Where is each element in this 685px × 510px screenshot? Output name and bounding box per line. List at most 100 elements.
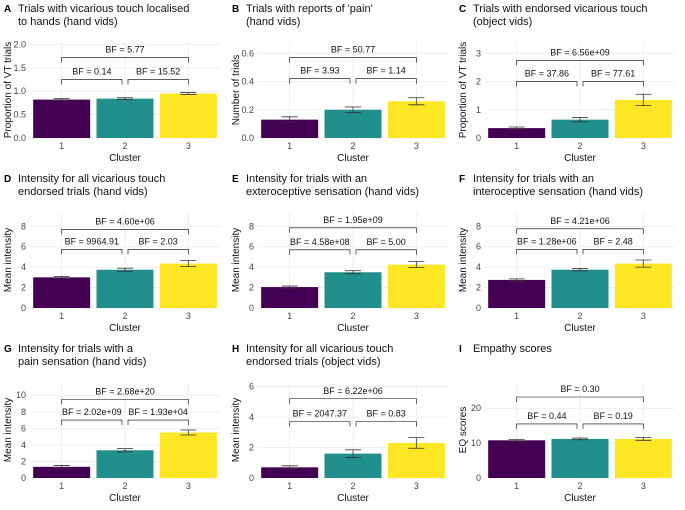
bf-bracket-1-3-line [61, 229, 189, 235]
error-bar-cluster-2 [117, 267, 133, 272]
y-tick-label: 10 [471, 438, 481, 448]
panel-c: C Trials with endorsed vicarious touch(ob… [458, 3, 675, 164]
error-bar-cluster-3 [408, 437, 425, 449]
bf-bracket-2-3: BF = 15.52 [127, 66, 189, 85]
x-axis-label: Cluster [109, 323, 141, 334]
x-tick-label: 2 [122, 481, 127, 491]
bf-bracket-1-2-line [289, 421, 351, 427]
y-tick-label: 0 [21, 473, 26, 483]
y-axis-label: Mean intensity [3, 398, 14, 462]
x-tick-label: 2 [122, 141, 127, 151]
bar-cluster-3 [387, 442, 445, 478]
bar-cluster-2 [96, 450, 154, 478]
x-tick-label: 3 [414, 481, 419, 491]
error-bar-cluster-1 [53, 275, 70, 279]
error-bar-cluster-3 [635, 437, 652, 441]
y-tick-label: 8 [249, 221, 254, 231]
error-bar-cluster-3 [180, 429, 197, 436]
bar-cluster-2 [324, 109, 382, 138]
bar-cluster-2 [551, 438, 609, 478]
bf-bracket-2-3-label: BF = 2.03 [139, 236, 178, 246]
panel-title-line-1: Intensity for all vicarious touch [18, 173, 165, 185]
bf-bracket-2-3-line [582, 423, 644, 429]
panel-title-line-1: Trials with reports of 'pain' [246, 3, 373, 15]
bf-bracket-1-3-label: BF = 0.30 [560, 384, 599, 394]
bf-bracket-2-3-line [355, 421, 417, 427]
bf-bracket-1-2-label: BF = 2.02e+09 [62, 407, 122, 417]
bf-bracket-1-3: BF = 4.21e+06 [516, 216, 644, 234]
error-bar-cluster-2 [572, 116, 588, 123]
bar-cluster-1 [33, 99, 91, 138]
error-bar-cluster-3 [180, 92, 197, 95]
error-bar-cluster-3 [635, 259, 652, 268]
bf-bracket-2-3-label: BF = 5.00 [367, 237, 406, 247]
error-bar-cluster-3 [408, 97, 425, 106]
bf-bracket-1-3: BF = 2.68e+20 [61, 386, 189, 405]
error-bar-cluster-2 [117, 97, 133, 100]
bar-cluster-3 [387, 264, 445, 308]
error-bar-cluster-3 [408, 261, 425, 269]
bar-cluster-1 [33, 277, 91, 308]
bf-bracket-2-3-line [355, 78, 417, 84]
y-tick-label: 2 [476, 77, 481, 87]
bf-bracket-1-3-line [516, 396, 644, 403]
y-axis-label: Mean intensity [231, 228, 242, 292]
error-bar-cluster-1 [53, 465, 70, 469]
bf-bracket-1-3-line [61, 399, 189, 405]
y-tick-label: 0 [249, 473, 254, 483]
y-tick-label: 4 [21, 262, 26, 272]
bf-bracket-2-3: BF = 2.03 [127, 236, 189, 255]
x-tick-label: 1 [59, 311, 64, 321]
bf-bracket-1-3-label: BF = 1.95e+09 [323, 215, 383, 225]
y-tick-label: 20 [471, 403, 481, 413]
y-tick-label: 6 [21, 242, 26, 252]
y-tick-label: 4 [249, 262, 254, 272]
y-tick-label: 4 [249, 412, 254, 422]
bf-bracket-1-2: BF = 2047.37 [289, 409, 351, 427]
y-tick-label: 2 [21, 283, 26, 293]
x-tick-label: 1 [59, 481, 64, 491]
bf-bracket-1-3: BF = 4.60e+06 [61, 216, 189, 235]
bf-bracket-1-3-label: BF = 2.68e+20 [95, 386, 155, 396]
bf-bracket-1-3-line [516, 228, 644, 234]
panel-title-line-1: Intensity for trials with a [18, 343, 134, 355]
y-tick-label: 0.2 [241, 105, 254, 115]
bar-cluster-2 [324, 272, 382, 308]
bf-bracket-2-3-line [127, 79, 189, 85]
y-tick-label: 0.6 [241, 48, 254, 58]
bf-bracket-2-3-label: BF = 1.93e+04 [128, 407, 188, 417]
panel-title-line-2: (hand vids) [246, 16, 300, 28]
bar-cluster-1 [488, 440, 546, 478]
x-tick-label: 3 [186, 311, 191, 321]
x-tick-label: 3 [641, 481, 646, 491]
y-tick-label: 6 [476, 242, 481, 252]
panel-title-line-2: (object vids) [473, 16, 532, 28]
y-tick-label: 2 [21, 456, 26, 466]
bf-bracket-2-3: BF = 0.83 [355, 409, 417, 427]
bar-cluster-3 [159, 93, 217, 138]
x-tick-label: 3 [414, 141, 419, 151]
panel-title-line-2: exteroceptive sensation (hand vids) [246, 186, 419, 198]
bf-bracket-1-2-line [61, 419, 123, 426]
y-tick-label: 1.0 [13, 86, 26, 96]
x-tick-label: 2 [577, 141, 582, 151]
bf-bracket-1-2-line [61, 79, 123, 85]
y-tick-label: 0 [476, 303, 481, 313]
bf-bracket-1-2: BF = 4.58e+08 [289, 237, 351, 255]
x-axis-label: Cluster [564, 493, 596, 504]
bf-bracket-1-3-label: BF = 6.22e+06 [323, 386, 383, 396]
error-bar-cluster-1 [281, 116, 298, 123]
bf-bracket-2-3-line [582, 81, 644, 87]
bar-cluster-3 [387, 101, 445, 138]
bf-bracket-1-3-label: BF = 5.77 [105, 44, 144, 54]
bf-bracket-1-3: BF = 1.95e+09 [289, 215, 417, 233]
bf-bracket-1-3-line [516, 60, 644, 66]
bf-bracket-1-2-label: BF = 9964.91 [65, 236, 119, 246]
error-bar-cluster-2 [345, 449, 361, 458]
x-tick-label: 1 [287, 141, 292, 151]
bar-cluster-3 [159, 432, 217, 478]
error-bar-cluster-1 [508, 439, 525, 442]
y-tick-label: 2 [476, 283, 481, 293]
bf-bracket-2-3-line [127, 419, 189, 426]
